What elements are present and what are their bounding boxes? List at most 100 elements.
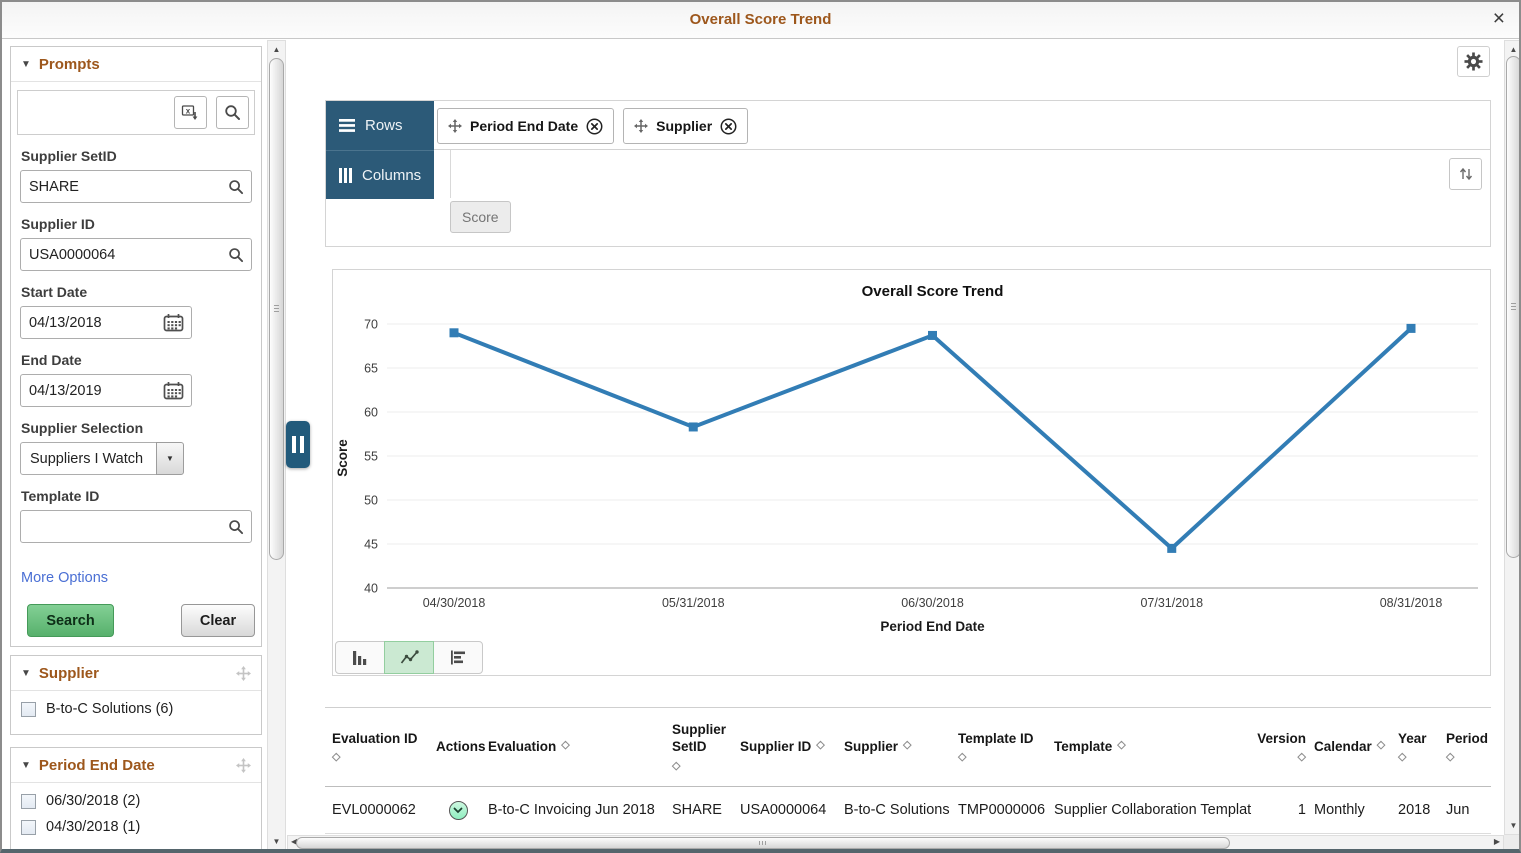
- overall-score-trend-chart: 40 45 50 55 60 65 70 04/30/2018 05/31/2018 06/30/…: [335, 283, 1478, 634]
- template-id-field: [20, 510, 252, 543]
- clear-button[interactable]: Clear: [181, 604, 255, 637]
- start-date-input[interactable]: [21, 314, 159, 331]
- supplier-setid-input[interactable]: [21, 178, 224, 195]
- lookup-icon[interactable]: [224, 519, 251, 535]
- sort-icon[interactable]: ◇: [903, 739, 912, 752]
- clear-search-button[interactable]: x: [174, 96, 207, 129]
- end-date-field: [20, 374, 192, 407]
- column-header-evaluation_id[interactable]: Evaluation ID ◇: [332, 730, 436, 765]
- collapse-triangle-icon[interactable]: ▼: [21, 760, 31, 771]
- rows-tab[interactable]: Rows: [326, 101, 434, 150]
- end-date-label: End Date: [21, 352, 82, 368]
- sort-icon[interactable]: ◇: [1117, 739, 1126, 752]
- chevron-down-icon[interactable]: ▼: [156, 442, 184, 475]
- clear-search-icon: x: [181, 104, 198, 120]
- pause-bar-icon: [300, 436, 304, 453]
- column-header-template_id[interactable]: Template ID ◇: [958, 730, 1054, 765]
- sidebar-scrollbar-thumb[interactable]: [269, 58, 284, 560]
- prompts-header[interactable]: ▼ Prompts: [11, 47, 261, 82]
- column-header-label: Year: [1398, 730, 1427, 746]
- column-header-label: Template: [1054, 739, 1113, 755]
- row-actions-menu-icon[interactable]: [448, 800, 468, 820]
- template-id-input[interactable]: [21, 518, 224, 535]
- calendar-icon[interactable]: [159, 381, 191, 400]
- supplier-id-input[interactable]: [21, 246, 224, 263]
- scroll-up-icon[interactable]: ▲: [272, 45, 281, 54]
- sidebar-scrollbar[interactable]: ▲ ▼: [267, 40, 286, 849]
- column-header-calendar[interactable]: Calendar ◇: [1314, 738, 1398, 756]
- main-scrollbar[interactable]: ▲ ▼: [1504, 40, 1519, 835]
- settings-gear-button[interactable]: [1457, 46, 1490, 77]
- score-chip[interactable]: Score: [450, 201, 511, 233]
- move-icon[interactable]: [236, 666, 251, 681]
- remove-chip-icon[interactable]: [586, 118, 603, 135]
- svg-text:45: 45: [364, 538, 378, 552]
- move-icon[interactable]: [236, 758, 251, 773]
- svg-text:40: 40: [364, 582, 378, 596]
- sort-icon[interactable]: ◇: [1446, 751, 1455, 764]
- bar-chart-button[interactable]: [335, 641, 385, 674]
- more-options-link[interactable]: More Options: [21, 570, 109, 586]
- search-button[interactable]: Search: [27, 604, 114, 637]
- sort-icon[interactable]: ◇: [1376, 739, 1386, 752]
- sort-icon[interactable]: ◇: [1297, 751, 1306, 764]
- column-header-template[interactable]: Template ◇: [1054, 738, 1254, 756]
- end-date-input[interactable]: [21, 382, 159, 399]
- start-date-label: Start Date: [21, 284, 88, 300]
- rows-dropzone: Period End Date Supplier: [434, 101, 1490, 150]
- collapse-triangle-icon[interactable]: ▼: [21, 59, 31, 70]
- calendar-icon[interactable]: [159, 313, 191, 332]
- cell-template_id: TMP0000006: [958, 802, 1046, 818]
- sort-icon[interactable]: ◇: [332, 751, 341, 764]
- sort-icon[interactable]: ◇: [561, 739, 570, 752]
- rows-icon: [339, 119, 355, 132]
- rows-tab-label: Rows: [365, 117, 403, 134]
- bar-chart-icon: [353, 650, 367, 665]
- main-scrollbar-thumb[interactable]: [1506, 56, 1519, 558]
- supplier-facet-header[interactable]: ▼ Supplier: [11, 656, 261, 691]
- pause-bar-icon: [292, 436, 296, 453]
- horizontal-bar-chart-button[interactable]: [433, 641, 483, 674]
- row-chip-period-end-date[interactable]: Period End Date: [437, 108, 615, 144]
- column-header-label: Calendar: [1314, 739, 1372, 755]
- search-icon-button[interactable]: [216, 96, 249, 129]
- column-header-period[interactable]: Period ◇: [1446, 730, 1491, 765]
- scroll-right-icon[interactable]: ▶: [1493, 837, 1500, 846]
- column-header-supplier_setid[interactable]: Supplier SetID ◇: [672, 721, 740, 773]
- supplier-selection-select[interactable]: Suppliers I Watch ▼: [20, 442, 184, 475]
- scroll-up-icon[interactable]: ▲: [1509, 45, 1518, 54]
- lookup-icon[interactable]: [224, 179, 251, 195]
- column-header-version[interactable]: Version ◇: [1254, 730, 1314, 765]
- column-header-supplier[interactable]: Supplier ◇: [844, 738, 958, 756]
- sort-icon[interactable]: ◇: [816, 739, 825, 752]
- column-header-supplier_id[interactable]: Supplier ID ◇: [740, 738, 844, 756]
- columns-tab[interactable]: Columns: [326, 150, 434, 199]
- column-header-actions: Actions: [436, 738, 488, 756]
- sort-icon[interactable]: ◇: [958, 751, 967, 764]
- close-icon[interactable]: ×: [1492, 7, 1505, 30]
- lookup-icon[interactable]: [224, 247, 251, 263]
- checkbox[interactable]: [21, 701, 36, 717]
- scroll-down-icon[interactable]: ▼: [1509, 821, 1518, 830]
- collapse-triangle-icon[interactable]: ▼: [21, 668, 31, 679]
- svg-text:04/30/2018: 04/30/2018: [423, 596, 486, 610]
- column-header-year[interactable]: Year ◇: [1398, 730, 1446, 765]
- horizontal-scrollbar[interactable]: ◀ ▶: [287, 835, 1504, 849]
- sort-order-button[interactable]: [1449, 158, 1482, 190]
- horizontal-scrollbar-thumb[interactable]: [296, 837, 1230, 849]
- svg-text:Overall Score Trend: Overall Score Trend: [862, 283, 1004, 300]
- sidebar-collapse-handle[interactable]: [286, 421, 310, 468]
- column-header-evaluation[interactable]: Evaluation ◇: [488, 738, 672, 756]
- scroll-down-icon[interactable]: ▼: [272, 837, 281, 846]
- checkbox[interactable]: [21, 793, 36, 809]
- sort-icon[interactable]: ◇: [1398, 751, 1407, 764]
- remove-chip-icon[interactable]: [720, 118, 737, 135]
- row-chip-supplier[interactable]: Supplier: [623, 108, 749, 144]
- checkbox[interactable]: [21, 819, 36, 835]
- line-chart-button[interactable]: [384, 641, 434, 674]
- period-facet-header[interactable]: ▼ Period End Date: [11, 748, 261, 783]
- supplier-id-label: Supplier ID: [21, 216, 95, 232]
- scroll-left-icon[interactable]: ◀: [291, 837, 298, 846]
- sort-icon[interactable]: ◇: [672, 759, 681, 772]
- cell-evaluation_id: EVL0000062: [332, 802, 416, 818]
